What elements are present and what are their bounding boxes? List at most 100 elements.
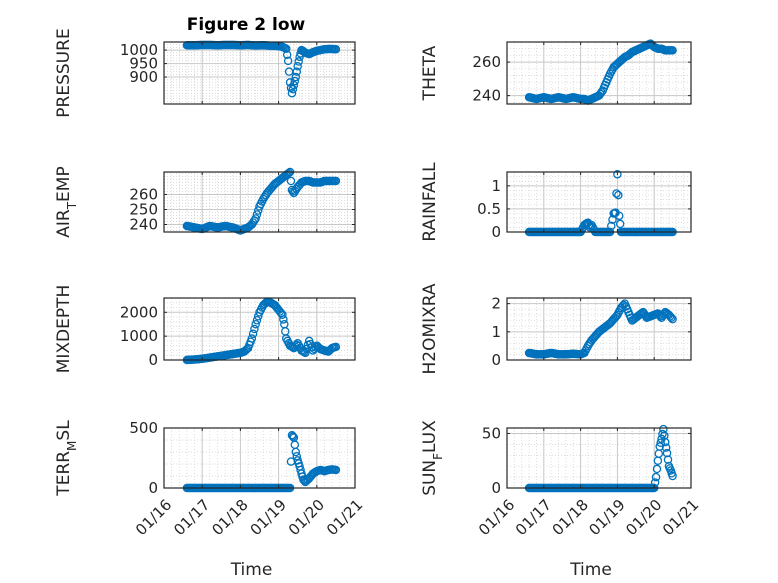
data-point xyxy=(614,190,623,200)
y-tick-label: 2000 xyxy=(120,303,158,321)
data-point xyxy=(279,315,288,324)
data-point xyxy=(286,176,296,186)
data-point xyxy=(301,348,310,358)
y-tick-label: 1000 xyxy=(120,41,158,59)
rainfall-axes: 0 0.5 1 RAINFALL xyxy=(420,162,692,242)
data-point xyxy=(248,329,258,339)
x-tick-label: 01/19 xyxy=(247,496,290,539)
y-tick-label: 50 xyxy=(482,424,501,442)
data-point xyxy=(251,214,260,223)
data-point xyxy=(668,46,677,55)
data-point xyxy=(291,447,301,457)
y-tick-label: 0 xyxy=(148,351,158,369)
x-tick-label: 01/17 xyxy=(512,496,555,539)
data-point xyxy=(331,465,341,475)
x-tick-label: 01/21 xyxy=(323,496,366,539)
figure-title: Figure 2 low xyxy=(187,15,306,35)
data-point xyxy=(660,437,670,447)
y-tick-label: 1 xyxy=(491,323,501,341)
terr-msl-axes: 0 500 TERRMSL 01/1601/1701/1801/1901/2001/2… xyxy=(54,419,366,580)
data-point xyxy=(290,76,300,86)
h2omixra-ylabel: H2OMIXRA xyxy=(420,283,440,374)
y-tick-label: 0 xyxy=(491,479,501,497)
y-tick-label: 500 xyxy=(129,419,158,437)
x-tick-label: 01/20 xyxy=(285,496,328,539)
data-point xyxy=(250,324,259,334)
data-point xyxy=(650,478,660,487)
data-point xyxy=(283,169,292,179)
data-point xyxy=(613,170,622,179)
air-temp-series xyxy=(182,167,341,235)
data-point xyxy=(288,432,298,441)
data-point xyxy=(287,430,297,440)
data-point xyxy=(278,310,287,319)
terr-msl-ylabel: TERRMSL xyxy=(54,420,79,497)
x-tick-label: 01/18 xyxy=(208,496,251,539)
data-point xyxy=(241,346,250,355)
y-tick-label: 0 xyxy=(148,479,158,497)
data-point xyxy=(668,471,677,481)
data-point xyxy=(242,345,252,354)
y-tick-label: 260 xyxy=(472,53,501,71)
theta-axes: 240 260 THETA xyxy=(420,39,692,105)
terr-msl-xlabel: Time xyxy=(230,560,273,580)
data-point xyxy=(291,72,301,82)
data-point xyxy=(247,334,257,343)
pressure-axes-box xyxy=(163,41,356,105)
y-tick-label: 1000 xyxy=(120,327,158,345)
y-tick-label: 0 xyxy=(491,223,501,241)
data-point xyxy=(294,57,303,66)
data-point xyxy=(252,316,262,325)
y-tick-label: 0.5 xyxy=(477,200,501,218)
mixdepth-series xyxy=(182,297,341,365)
y-tick-label: 260 xyxy=(129,186,158,204)
data-point xyxy=(667,313,676,322)
h2omixra-axes: 0 1 2 H2OMIXRA xyxy=(420,283,692,375)
y-tick-label: 1 xyxy=(491,177,501,195)
data-point xyxy=(615,219,625,229)
y-tick-label: 240 xyxy=(472,87,501,105)
data-point xyxy=(607,221,616,231)
data-point xyxy=(292,67,301,76)
rainfall-ylabel: RAINFALL xyxy=(420,162,440,242)
x-tick-label: 01/19 xyxy=(585,496,628,539)
data-point xyxy=(585,223,595,232)
data-point xyxy=(668,314,677,324)
h2omixra-axes-box xyxy=(506,297,692,361)
data-point xyxy=(252,210,262,219)
data-point xyxy=(283,56,293,66)
y-tick-label: 2 xyxy=(491,295,501,313)
x-tick-label: 01/18 xyxy=(549,496,592,539)
data-point xyxy=(597,88,606,97)
y-tick-label: 0 xyxy=(491,351,501,369)
sun-flux-axes: 0 50 SUNFLUX 01/1601/1701/1801/1901/2001/21… xyxy=(420,420,702,580)
data-point xyxy=(331,45,341,54)
pressure-ylabel: PRESSURE xyxy=(54,28,74,117)
data-point xyxy=(651,472,661,482)
data-point xyxy=(284,168,294,178)
x-tick-label: 01/17 xyxy=(170,496,213,539)
x-tick-label: 01/20 xyxy=(622,496,665,539)
data-point xyxy=(281,44,291,53)
data-point xyxy=(293,62,302,71)
terr-msl-axes-box xyxy=(163,427,356,489)
mixdepth-axes-box xyxy=(163,297,356,361)
data-point xyxy=(612,189,621,198)
data-point xyxy=(287,88,297,98)
data-point xyxy=(636,309,645,319)
sun-flux-ylabel: SUNFLUX xyxy=(420,420,445,496)
data-point xyxy=(658,429,667,439)
data-point xyxy=(614,211,624,221)
theta-ylabel: THETA xyxy=(420,45,440,101)
terr-msl-plot-area xyxy=(164,428,355,488)
y-tick-label: 250 xyxy=(129,201,158,219)
h2omixra-series xyxy=(524,299,677,359)
data-point xyxy=(652,464,662,474)
data-point xyxy=(661,443,671,452)
mixdepth-ylabel: MIXDEPTH xyxy=(54,285,74,374)
data-point xyxy=(286,83,296,93)
